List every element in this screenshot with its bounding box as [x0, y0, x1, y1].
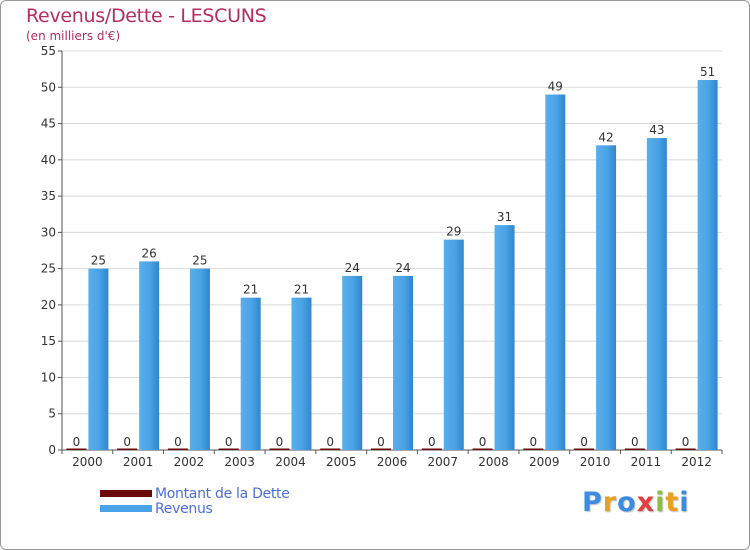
chart-title: Revenus/Dette - LESCUNS: [26, 5, 267, 27]
logo-letter: x: [636, 487, 656, 518]
bar-debt: [421, 448, 442, 450]
data-label-revenue: 25: [192, 254, 207, 268]
y-tick-label: 15: [41, 334, 56, 348]
bar-debt: [320, 448, 341, 450]
bar-revenue: [88, 268, 109, 450]
logo-letter: t: [665, 487, 680, 518]
bar-revenue: [291, 297, 312, 450]
y-tick-label: 50: [41, 80, 56, 94]
bar-debt: [574, 448, 595, 450]
y-tick-label: 5: [48, 407, 56, 421]
x-tick-label: 2006: [377, 455, 408, 469]
data-label-revenue: 21: [294, 283, 309, 297]
y-tick-label: 45: [41, 117, 56, 131]
logo-letter: r: [602, 487, 618, 518]
data-label-debt: 0: [326, 435, 334, 449]
bar-revenue: [646, 138, 667, 450]
x-tick-label: 2011: [631, 455, 662, 469]
bar-revenue: [139, 261, 160, 450]
legend: Montant de la Dette Revenus: [100, 485, 290, 517]
data-label-debt: 0: [428, 435, 436, 449]
data-label-revenue: 24: [395, 261, 410, 275]
y-tick-label: 10: [41, 370, 56, 384]
legend-item-revenue: Revenus: [100, 500, 290, 517]
data-label-revenue: 25: [91, 254, 106, 268]
x-tick-label: 2005: [326, 455, 357, 469]
x-tick-label: 2004: [275, 455, 306, 469]
x-tick-label: 2000: [72, 455, 103, 469]
chart-subtitle: (en milliers d'€): [26, 29, 121, 43]
logo-letter: P: [582, 487, 603, 518]
x-tick-label: 2001: [123, 455, 154, 469]
data-label-revenue: 42: [598, 130, 613, 144]
bar-debt: [472, 448, 493, 450]
data-label-debt: 0: [529, 435, 537, 449]
logo-letter: o: [617, 487, 637, 518]
bar-debt: [624, 448, 645, 450]
data-label-revenue: 29: [446, 225, 461, 239]
bar-debt: [66, 448, 87, 450]
x-tick-label: 2010: [580, 455, 611, 469]
proxiti-logo: Proxiti: [582, 487, 690, 518]
bar-debt: [371, 448, 391, 450]
bar-revenue: [189, 268, 210, 450]
legend-item-debt: Montant de la Dette: [100, 485, 290, 502]
y-tick-label: 55: [41, 44, 56, 58]
y-tick-label: 40: [41, 153, 56, 167]
data-label-revenue: 21: [243, 283, 258, 297]
data-label-revenue: 49: [548, 80, 563, 94]
data-label-revenue: 26: [142, 246, 157, 260]
bar-debt: [167, 448, 188, 450]
legend-label-revenue: Revenus: [155, 500, 213, 517]
bar-debt: [675, 448, 696, 450]
data-label-debt: 0: [377, 435, 385, 449]
data-label-debt: 0: [682, 435, 690, 449]
y-tick-label: 0: [48, 443, 56, 457]
data-label-debt: 0: [580, 435, 588, 449]
bar-revenue: [240, 297, 261, 450]
y-tick-label: 35: [41, 189, 56, 203]
x-tick-label: 2002: [174, 455, 205, 469]
data-label-debt: 0: [73, 435, 81, 449]
data-label-revenue: 24: [345, 261, 360, 275]
bar-revenue: [697, 80, 718, 450]
bar-revenue: [494, 225, 515, 450]
y-tick-label: 20: [41, 298, 56, 312]
data-label-debt: 0: [174, 435, 182, 449]
bar-debt: [523, 448, 544, 450]
data-label-revenue: 43: [649, 123, 664, 137]
bar-revenue: [596, 145, 617, 451]
x-tick-label: 2007: [427, 455, 458, 469]
data-label-debt: 0: [479, 435, 487, 449]
bar-revenue: [393, 275, 413, 450]
legend-swatch-debt: [100, 490, 152, 497]
data-label-revenue: 51: [700, 65, 715, 79]
legend-swatch-revenue: [100, 505, 152, 512]
legend-label-debt: Montant de la Dette: [155, 485, 290, 502]
bar-debt: [117, 448, 138, 450]
data-label-debt: 0: [225, 435, 233, 449]
bar-revenue: [443, 239, 464, 450]
bar-debt: [269, 448, 290, 450]
data-label-debt: 0: [276, 435, 284, 449]
data-label-debt: 0: [631, 435, 639, 449]
y-tick-label: 25: [41, 262, 56, 276]
bar-revenue: [342, 275, 363, 450]
data-label-revenue: 31: [497, 210, 512, 224]
data-label-debt: 0: [123, 435, 131, 449]
y-tick-label: 30: [41, 225, 56, 239]
bar-revenue: [545, 94, 566, 450]
bar-debt: [218, 448, 239, 450]
x-tick-label: 2008: [478, 455, 509, 469]
logo-letter: i: [655, 487, 666, 518]
x-tick-label: 2009: [529, 455, 560, 469]
x-tick-label: 2003: [224, 455, 255, 469]
x-tick-label: 2012: [681, 455, 712, 469]
logo-letter: i: [679, 487, 690, 518]
